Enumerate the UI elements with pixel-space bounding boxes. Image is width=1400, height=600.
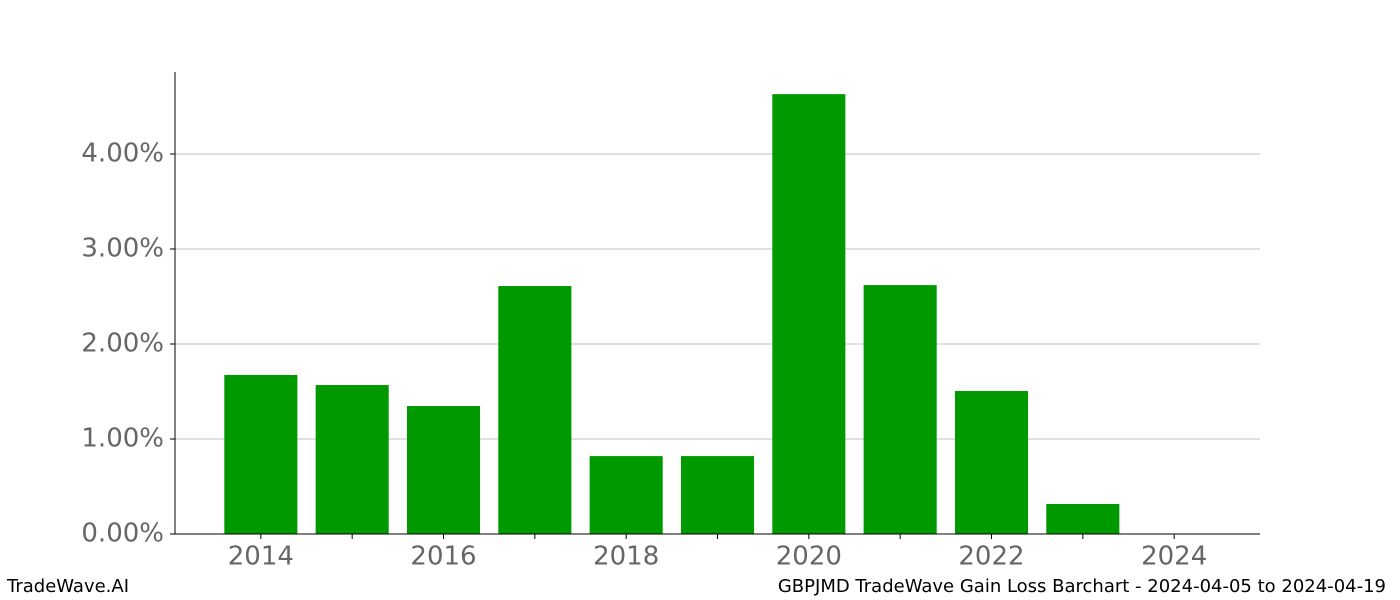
chart-title: GBPJMD TradeWave Gain Loss Barchart - 20… bbox=[778, 576, 1386, 597]
bar bbox=[772, 94, 846, 535]
bar bbox=[1046, 503, 1120, 534]
x-tick-label: 2016 bbox=[410, 542, 476, 572]
bar bbox=[863, 285, 937, 534]
bar bbox=[315, 385, 389, 534]
y-tick-label: 1.00% bbox=[81, 423, 164, 453]
y-tick-label: 4.00% bbox=[81, 138, 164, 168]
bar bbox=[406, 406, 481, 534]
bar bbox=[498, 286, 572, 534]
x-tick-label: 2020 bbox=[776, 542, 842, 572]
y-tick-label: 3.00% bbox=[81, 233, 164, 263]
bar bbox=[589, 456, 663, 534]
x-tick-label: 2018 bbox=[593, 542, 659, 572]
x-tick-label: 2022 bbox=[958, 542, 1024, 572]
bar bbox=[224, 374, 298, 534]
brand: TradeWave.AI bbox=[6, 576, 129, 597]
x-tick-label: 2024 bbox=[1141, 542, 1207, 572]
bar bbox=[954, 391, 1029, 534]
x-tick-label: 2014 bbox=[228, 542, 294, 572]
y-tick-label: 0.00% bbox=[81, 519, 164, 549]
bar bbox=[680, 456, 755, 534]
y-tick-label: 2.00% bbox=[81, 328, 164, 358]
